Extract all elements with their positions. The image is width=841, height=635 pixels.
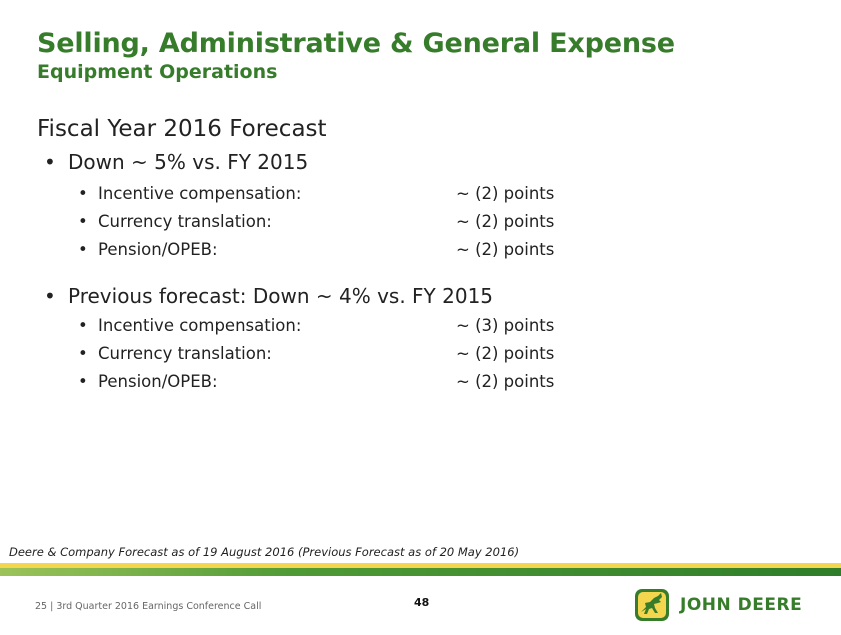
bullet-label: Previous forecast: Down ~ 4% vs. FY 2015	[68, 284, 494, 308]
slide-title: Selling, Administrative & General Expens…	[37, 28, 675, 59]
bullet-glyph: •	[78, 212, 88, 231]
bullet-glyph: •	[44, 284, 56, 308]
footer-caption: 25 | 3rd Quarter 2016 Earnings Conferenc…	[35, 601, 262, 612]
sub-bullet-label: Currency translation:	[98, 344, 272, 363]
leaping-deer-icon	[635, 589, 669, 621]
section-heading: Fiscal Year 2016 Forecast	[37, 116, 327, 142]
sub-bullet-label: Pension/OPEB:	[98, 240, 218, 259]
sub-bullet-label: Pension/OPEB:	[98, 372, 218, 391]
john-deere-logo: JOHN DEERE	[634, 587, 814, 623]
bullet-glyph: •	[78, 316, 88, 335]
forecast-footnote: Deere & Company Forecast as of 19 August…	[9, 545, 520, 559]
sub-bullet-label: Incentive compensation:	[98, 184, 302, 203]
sub-bullet-currency: • Currency translation:	[78, 344, 272, 363]
bullet-label: Down ~ 5% vs. FY 2015	[68, 150, 309, 174]
sub-bullet-value: ~ (2) points	[456, 184, 555, 203]
sub-bullet-pension: • Pension/OPEB:	[78, 240, 218, 259]
sub-bullet-currency: • Currency translation:	[78, 212, 272, 231]
slide-subtitle: Equipment Operations	[37, 61, 278, 83]
bullet-glyph: •	[44, 150, 56, 174]
bullet-glyph: •	[78, 184, 88, 203]
page-number: 48	[414, 596, 430, 609]
sub-bullet-value: ~ (2) points	[456, 212, 555, 231]
sub-bullet-pension: • Pension/OPEB:	[78, 372, 218, 391]
bullet-previous-forecast: • Previous forecast: Down ~ 4% vs. FY 201…	[44, 284, 493, 308]
footer-stripe-green	[0, 568, 841, 576]
sub-bullet-value: ~ (2) points	[456, 240, 555, 259]
sub-bullet-label: Incentive compensation:	[98, 316, 302, 335]
sub-bullet-value: ~ (2) points	[456, 344, 555, 363]
sub-bullet-value: ~ (3) points	[456, 316, 555, 335]
bullet-glyph: •	[78, 344, 88, 363]
bullet-current-forecast: • Down ~ 5% vs. FY 2015	[44, 150, 308, 174]
sub-bullet-label: Currency translation:	[98, 212, 272, 231]
logo-wordmark: JOHN DEERE	[680, 595, 803, 615]
footer-stripe-yellow	[0, 563, 841, 568]
bullet-glyph: •	[78, 240, 88, 259]
sub-bullet-value: ~ (2) points	[456, 372, 555, 391]
sub-bullet-incentive: • Incentive compensation:	[78, 316, 301, 335]
bullet-glyph: •	[78, 372, 88, 391]
sub-bullet-incentive: • Incentive compensation:	[78, 184, 301, 203]
